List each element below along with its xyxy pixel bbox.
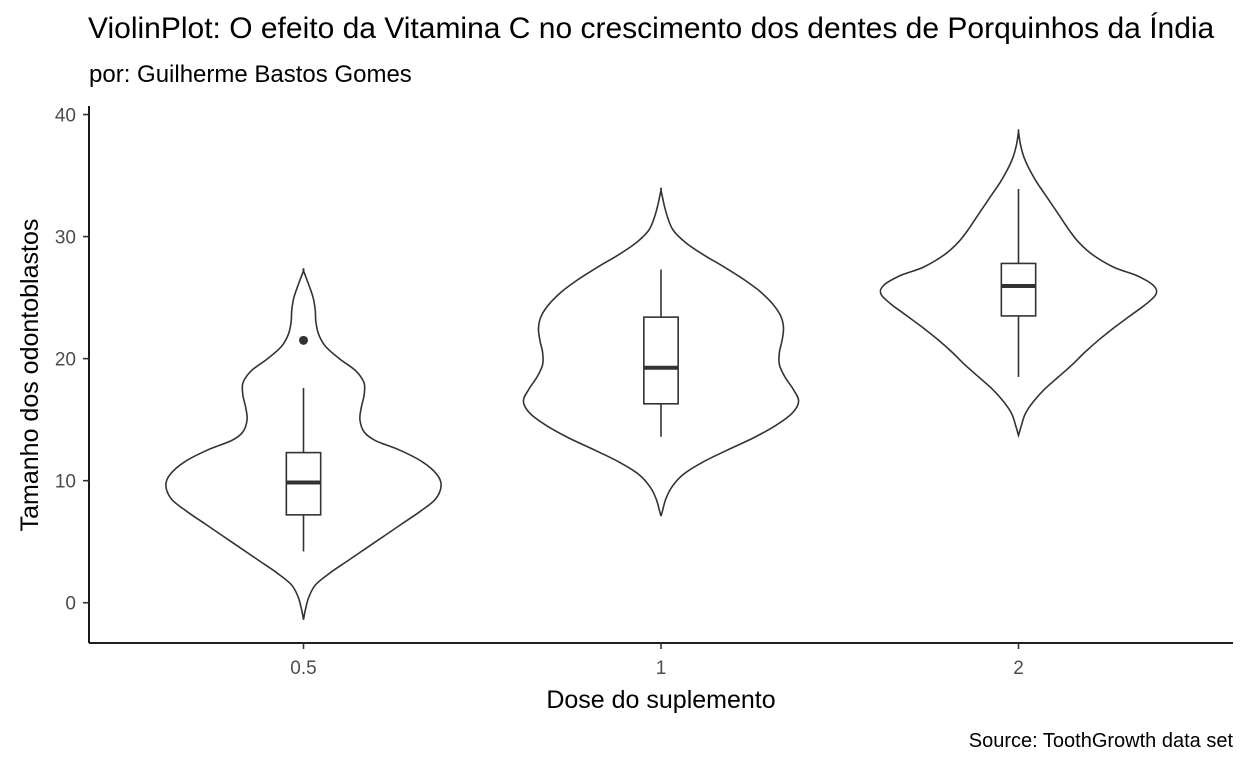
axis-layer: 0 10 20 30 40 0.5 1 2 [55,106,1233,679]
box-1 [643,316,679,405]
plot-layer [165,129,1158,620]
chart-title: ViolinPlot: O efeito da Vitamina C no cr… [88,12,1215,45]
box-2 [1000,262,1037,317]
y-tick-label-10: 10 [55,472,76,493]
y-axis-title: Tamanho dos odontoblastos [16,219,44,532]
y-tick-label-20: 20 [55,350,76,371]
chart-caption: Source: ToothGrowth data set [968,730,1233,752]
x-tick-label-1: 1 [656,658,667,679]
y-tick-label-0: 0 [65,594,76,615]
outlier-point-0.5-0 [299,335,308,345]
x-tick-label-0.5: 0.5 [290,658,316,679]
x-tick-label-2: 2 [1013,658,1024,679]
y-tick-label-40: 40 [55,106,76,127]
x-axis-title: Dose do suplemento [546,686,775,714]
y-tick-label-30: 30 [55,228,76,249]
chart-subtitle: por: Guilherme Bastos Gomes [89,61,412,88]
